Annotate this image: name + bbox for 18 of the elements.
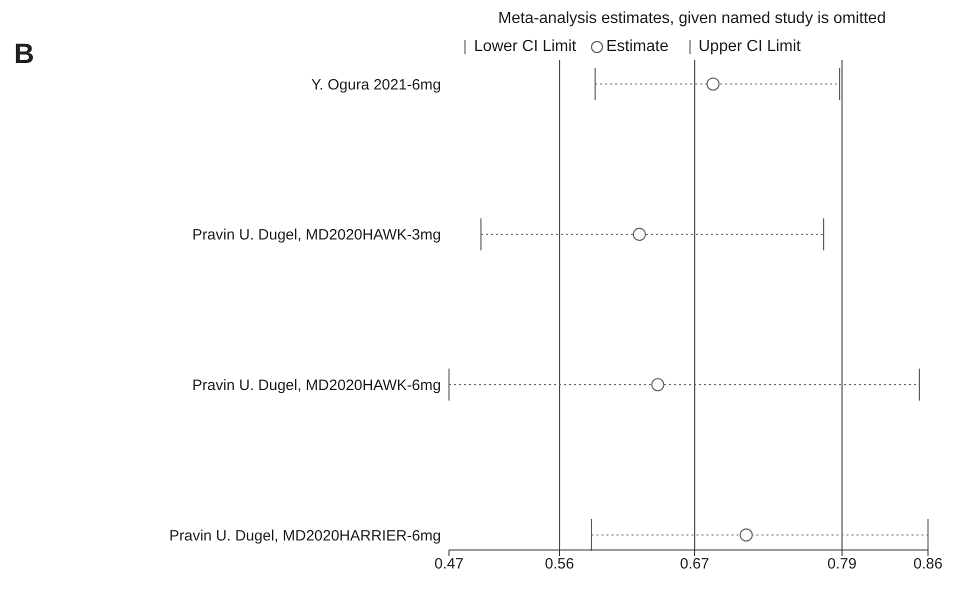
text: Upper CI Limit <box>698 38 801 56</box>
x-tick-label: 0.67 <box>680 556 710 573</box>
y-tick-label: Pravin U. Dugel, MD2020HAWK-3mg <box>192 226 441 244</box>
point <box>740 528 753 542</box>
x-tick-label: 0.79 <box>827 556 857 573</box>
x-tick-label: 0.56 <box>544 556 574 573</box>
y-tick-label: Pravin U. Dugel, MD2020HAWK-6mg <box>192 376 441 394</box>
text: Lower CI Limit <box>474 38 576 56</box>
legend-label: Estimate <box>606 38 668 56</box>
chart-title: Meta-analysis estimates, given named study is omitted <box>497 10 887 28</box>
point <box>651 378 664 392</box>
point <box>632 228 646 241</box>
y-tick-label: Pravin U. Dugel, MD2020HARRIER-6mg <box>169 527 441 544</box>
point <box>706 77 720 91</box>
x-tick-label: 0.47 <box>434 556 464 573</box>
text: B <box>14 38 34 70</box>
y-tick-label: Y. Ogura 2021-6mg <box>311 76 441 94</box>
x-tick-label: 0.86 <box>913 556 943 573</box>
